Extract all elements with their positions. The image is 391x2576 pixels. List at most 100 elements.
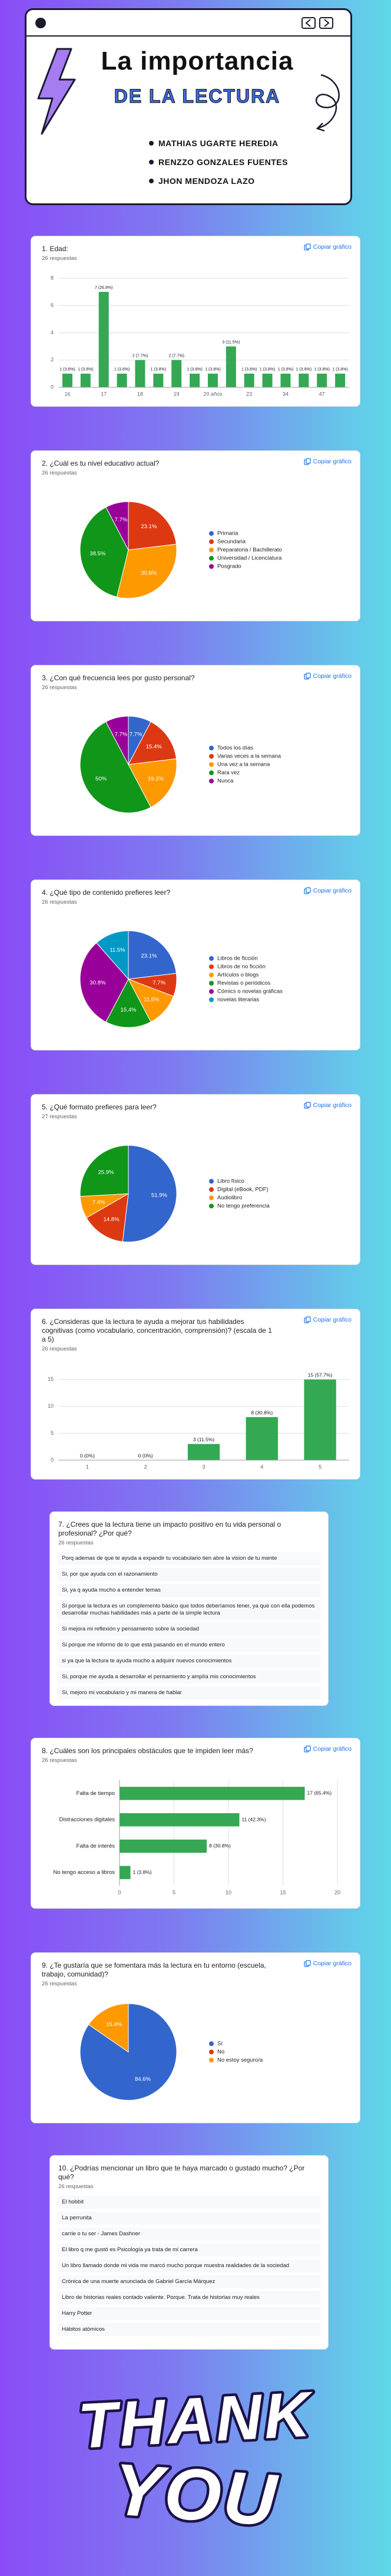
bar-value-label: 1 (3.8%) xyxy=(187,368,202,372)
legend-swatch xyxy=(209,964,214,969)
x-tick-label: 17 xyxy=(101,391,107,397)
chart-card: 23.1% 30.8% 38.5% 7.7% Primaria Secundaria Pre… xyxy=(31,450,360,621)
slice-label: 50% xyxy=(95,776,107,782)
legend-swatch xyxy=(209,1195,214,1200)
swirl-arrow xyxy=(316,74,340,129)
subtitle: DE LA LECTURA xyxy=(114,85,281,107)
bar-value-label: 1 (3.8%) xyxy=(205,368,220,372)
x-tick-label: 10 xyxy=(226,1889,231,1895)
legend-label: No xyxy=(217,2049,224,2055)
author-bullet xyxy=(149,141,154,146)
copy-chart-button[interactable]: Copiar gráfico xyxy=(304,673,352,680)
copy-icon xyxy=(304,1745,311,1753)
x-tick-label: 16 xyxy=(64,391,70,397)
slice-label: 7.7% xyxy=(153,980,165,986)
chart-card: 84.6% 15.4% Sí No No estoy seguro/a 9. ¿Te gu… xyxy=(31,1952,360,2123)
x-tick-label: 20 años xyxy=(203,391,223,397)
copy-chart-button[interactable]: Copiar gráfico xyxy=(304,1316,352,1323)
chart-card: 0 2 4 6 8 1 (3.8%) 16 1 (3.8%) 7 (26.9%) 17 1 (3.8… xyxy=(31,236,360,407)
copy-icon xyxy=(304,243,311,251)
copy-chart-button[interactable]: Copiar gráfico xyxy=(304,1102,352,1109)
x-tick-label: 4 xyxy=(260,1464,263,1470)
slide: 0 2 4 6 8 1 (3.8%) 16 1 (3.8%) 7 (26.9%) 17 1 (3.8… xyxy=(0,215,391,429)
copy-chart-label: Copiar gráfico xyxy=(313,1960,352,1967)
copy-chart-button[interactable]: Copiar gráfico xyxy=(304,243,352,251)
copy-icon xyxy=(304,1960,311,1967)
copy-chart-button[interactable]: Copiar gráfico xyxy=(304,1745,352,1753)
pie-slice xyxy=(105,978,151,1028)
chart-plot: 23.1% 30.8% 38.5% 7.7% Primaria Secundaria Pre… xyxy=(79,501,282,599)
y-category-label: Falta de interés xyxy=(77,1843,115,1849)
question-header: 7. ¿Crees que la lectura tiene un impact… xyxy=(58,1520,317,1546)
chart-plot: 51.9% 14.8% 7.4% 25.9% Libro físico Digital (… xyxy=(79,1145,270,1243)
lightning-bolt xyxy=(37,48,76,135)
legend-swatch xyxy=(209,539,214,544)
copy-icon-front xyxy=(306,1316,311,1322)
bar-value-label: 1 (3.8%) xyxy=(278,368,293,372)
bar-value-label: 3 (11.5%) xyxy=(222,340,240,344)
legend-label: Libros de ficción xyxy=(217,956,258,962)
bar-value-label: 1 (3.8%) xyxy=(296,368,312,372)
copy-chart-button[interactable]: Copiar gráfico xyxy=(304,1960,352,1967)
response-item: Harry Potter xyxy=(57,2307,321,2320)
pie-slice xyxy=(79,721,151,813)
bar xyxy=(80,373,91,387)
slice-label: 15.4% xyxy=(146,744,162,750)
legend-label: Revistas o periódicos xyxy=(217,980,271,987)
responses-card: 7. ¿Crees que la lectura tiene un impact… xyxy=(49,1511,329,1706)
slice-label: 7.7% xyxy=(130,732,143,738)
bar xyxy=(120,1813,240,1827)
bar-value-label: 1 (3.8%) xyxy=(114,368,130,372)
copy-chart-button[interactable]: Copiar gráfico xyxy=(304,458,352,465)
author-bullet xyxy=(149,160,154,164)
bar-value-label: 17 (65.4%) xyxy=(307,1790,332,1796)
question-header: 1. Edad: 26 respuestas xyxy=(42,245,277,262)
copy-icon-front xyxy=(306,1102,311,1108)
response-item: Un libro llamado donde mi vida me marcó … xyxy=(57,2259,321,2272)
legend-label: Preparatoria / Bachillerato xyxy=(217,547,282,554)
pie-slice xyxy=(79,1145,129,1197)
copy-chart-button[interactable]: Copiar gráfico xyxy=(304,887,352,894)
bar xyxy=(98,292,109,387)
legend-label: Audiolibro xyxy=(217,1195,242,1201)
bar xyxy=(317,373,327,387)
pie-slice xyxy=(128,930,177,980)
legend-swatch xyxy=(209,1187,214,1192)
response-item: Si, mejoro mi vocabulario y mi manera de… xyxy=(57,1686,321,1699)
nav-next xyxy=(319,17,333,29)
bar xyxy=(299,373,309,387)
slide: La importancia DE LA LECTURA MATHIAS UGART… xyxy=(0,0,391,215)
legend-label: Sí xyxy=(217,2041,223,2047)
copy-icon xyxy=(304,1102,311,1109)
bar xyxy=(171,360,182,387)
y-tick-label: 2 xyxy=(51,357,54,363)
slice-label: 7.7% xyxy=(115,517,128,523)
pie-slice xyxy=(96,930,129,980)
question-title: 5. ¿Qué formato prefieres para leer? xyxy=(42,1103,157,1111)
legend-swatch xyxy=(209,770,214,775)
x-tick-label: 5 xyxy=(319,1464,322,1470)
thank-you-word: YOU xyxy=(111,2449,281,2541)
response-item: Si porque me informo de lo que está pasa… xyxy=(57,1639,321,1652)
slice-label: 23.1% xyxy=(141,953,157,959)
bar xyxy=(280,373,291,387)
legend-swatch xyxy=(209,956,214,961)
slice-label: 19.2% xyxy=(148,776,164,782)
legend-swatch xyxy=(209,548,214,552)
response-count: 26 respuestas xyxy=(58,1540,94,1546)
pie-slice xyxy=(128,501,177,551)
pie-slice xyxy=(79,942,129,1023)
copy-chart-label: Copiar gráfico xyxy=(313,673,352,680)
legend-label: Primaria xyxy=(217,531,238,537)
question-title: 4. ¿Qué tipo de contenido prefieres leer… xyxy=(42,888,171,897)
author-name: JHON MENDOZA LAZO xyxy=(158,176,255,186)
author-bullet xyxy=(149,179,154,183)
response-item: Hábitos atómicos xyxy=(57,2323,321,2336)
pie-slice xyxy=(86,1193,129,1242)
legend-label: Cómics o novelas gráficas xyxy=(217,989,283,995)
bar-value-label: 7 (26.9%) xyxy=(95,286,112,290)
bar xyxy=(335,373,346,387)
x-tick-label: 18 xyxy=(137,391,143,397)
pie-slice xyxy=(128,758,177,808)
